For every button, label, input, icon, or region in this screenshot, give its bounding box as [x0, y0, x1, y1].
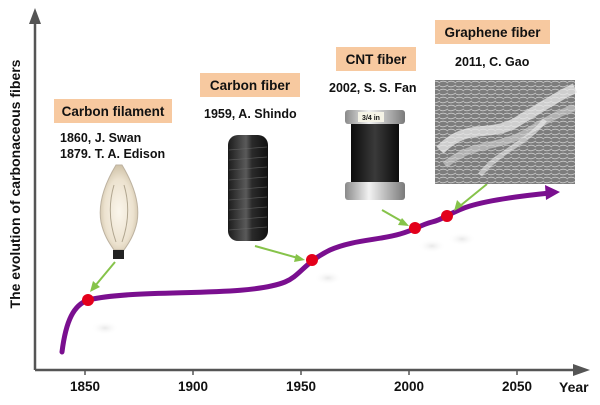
info-graphene-fiber-line-1: 2011, C. Gao [455, 55, 530, 69]
evolution-curve [59, 190, 553, 355]
pointer-arrow-carbon-fiber [254, 245, 299, 259]
light-bulb-image [99, 164, 139, 259]
y-axis-title: The evolution of carbonaceous fibers [7, 59, 23, 309]
x-tick-label-1850: 1850 [69, 379, 101, 394]
info-carbon-filament-line-2: 1879. T. A. Edison [60, 147, 166, 161]
milestone-dot-cnt-fiber [409, 222, 421, 234]
x-axis-title: Year [559, 379, 589, 395]
spool-label: 3/4 in [362, 115, 380, 122]
x-tick-label-2050: 2050 [501, 379, 533, 394]
pointer-arrowhead [398, 218, 409, 226]
info-carbon-filament-line-1: 1860, J. Swan [60, 131, 142, 145]
y-axis-arrowhead [29, 8, 41, 24]
reflection-blob [418, 239, 446, 253]
reflection-blob [314, 271, 342, 285]
info-carbon-fiber-line-1: 1959, A. Shindo [204, 107, 297, 121]
x-tick-label-2000: 2000 [393, 379, 425, 394]
reflection-blob [448, 232, 476, 246]
axes [29, 8, 590, 376]
x-tick-label-1950: 1950 [285, 379, 317, 394]
label-box-graphene-fiber: Graphene fiber [435, 20, 550, 44]
milestone-dot-carbon-fiber [306, 254, 318, 266]
reflection-blob [91, 321, 119, 335]
label-box-carbon-fiber: Carbon fiber [200, 73, 300, 97]
label-box-carbon-filament: Carbon filament [54, 99, 172, 123]
evolution-curve-arrowhead [545, 185, 560, 200]
pointer-arrow-cnt-fiber [381, 209, 404, 223]
x-tick-label-1900: 1900 [177, 379, 209, 394]
info-cnt-fiber-line-1: 2002, S. S. Fan [329, 81, 417, 95]
pointer-arrows [90, 183, 488, 292]
pointer-arrow-carbon-filament [94, 261, 116, 287]
label-box-cnt-fiber: CNT fiber [336, 47, 416, 71]
milestone-dot-graphene-fiber [441, 210, 453, 222]
x-tick-marks [84, 370, 518, 375]
pointer-arrowhead [90, 281, 100, 292]
pointer-arrowhead [294, 254, 305, 262]
pointer-arrowhead [454, 200, 463, 211]
cnt-fiber-spool-image: 3/4 in [345, 110, 405, 200]
pointer-arrow-graphene-fiber [459, 183, 488, 207]
milestone-dot-carbon-filament [82, 294, 94, 306]
graphene-fiber-micrograph-image [435, 80, 578, 184]
carbon-fiber-spool-image [228, 135, 268, 241]
x-axis-arrowhead [573, 364, 590, 376]
